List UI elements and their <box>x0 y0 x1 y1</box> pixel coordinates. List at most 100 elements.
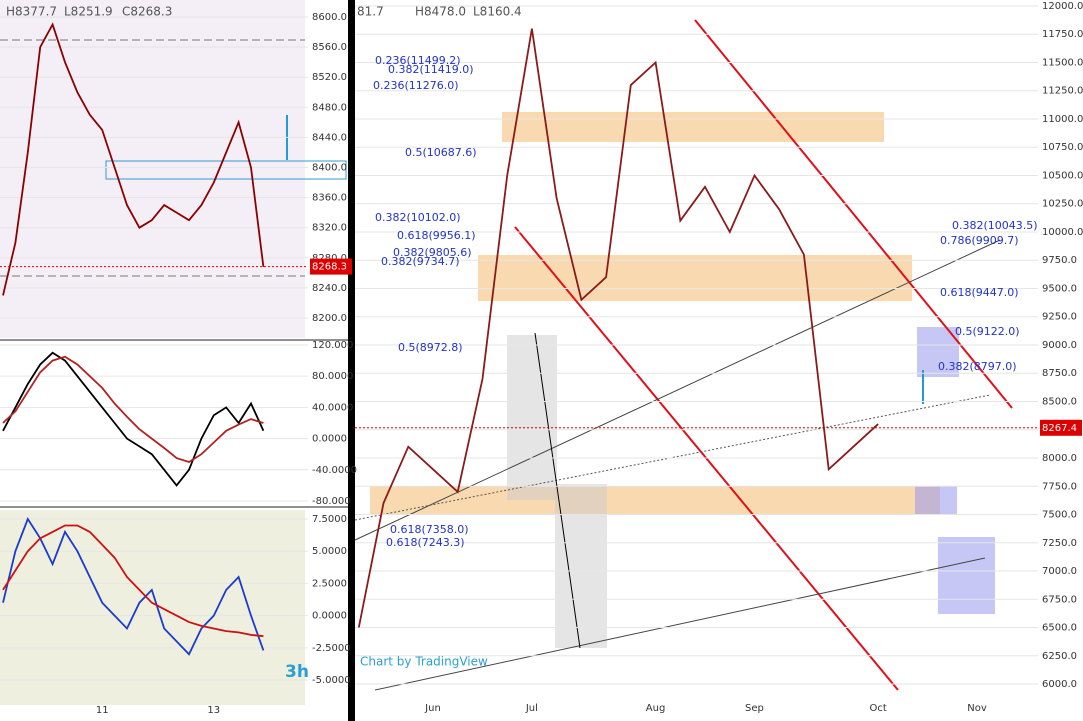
y-tick-label: 6000.0 <box>1042 679 1077 690</box>
price-tag <box>1040 419 1082 436</box>
y-tick-label: 10000.0 <box>1042 227 1083 238</box>
y-tick-label: 0.0000 <box>312 611 347 622</box>
y-tick-label: 10250.0 <box>1042 199 1083 210</box>
x-tick-label: 13 <box>207 705 220 716</box>
y-tick-label: 8750.0 <box>1042 368 1077 379</box>
fib-label: 0.236(11276.0) <box>373 79 459 92</box>
y-tick-label: 8360.0 <box>312 193 347 204</box>
y-tick-label: 7.5000 <box>312 514 347 525</box>
fib-label: 0.618(9956.1) <box>397 229 476 242</box>
fib-label: 0.382(8797.0) <box>938 360 1017 373</box>
y-tick-label: 6750.0 <box>1042 594 1077 605</box>
y-tick-label: -80.000 <box>312 496 351 507</box>
y-tick-label: 8320.0 <box>312 223 347 234</box>
y-tick-label: 8200.0 <box>312 313 347 324</box>
y-tick-label: 120.000 <box>312 340 353 351</box>
y-tick-label: 8400.0 <box>312 162 347 173</box>
y-tick-label: 8520.0 <box>312 72 347 83</box>
fib-label: 0.618(7243.3) <box>386 536 465 549</box>
series-line <box>2 524 264 638</box>
trend-line <box>354 239 1001 541</box>
y-tick-label: 8600.0 <box>312 12 347 23</box>
y-tick-label: 11500.0 <box>1042 57 1083 68</box>
y-tick-label: 11250.0 <box>1042 86 1083 97</box>
fib-label: 0.382(10043.5) <box>952 219 1038 232</box>
series-line <box>2 22 265 296</box>
y-tick-label: 7000.0 <box>1042 566 1077 577</box>
zone <box>478 255 912 301</box>
fib-label: 0.618(9447.0) <box>940 286 1019 299</box>
target-box <box>938 537 995 614</box>
y-tick-label: 5.0000 <box>312 546 347 557</box>
price-tag-label: 8267.4 <box>1042 423 1077 434</box>
fib-label: 0.5(9122.0) <box>955 325 1020 338</box>
fib-label: 0.382(9734.7) <box>381 255 460 268</box>
fib-label: 0.5(10687.6) <box>405 146 477 159</box>
y-tick-label: 6250.0 <box>1042 651 1077 662</box>
range-box <box>507 335 557 500</box>
x-tick-label: Aug <box>646 703 666 714</box>
zone <box>370 486 940 514</box>
zone <box>502 112 884 142</box>
x-tick-label: 11 <box>96 705 109 716</box>
header-value: L8251.9 <box>64 5 113 19</box>
y-tick-label: 9500.0 <box>1042 283 1077 294</box>
y-tick-label: 8000.0 <box>1042 453 1077 464</box>
range-box <box>555 484 607 648</box>
fib-label: 0.382(10102.0) <box>375 211 461 224</box>
zone-box <box>105 160 347 180</box>
series-line <box>357 28 879 628</box>
series-line <box>2 355 264 463</box>
y-tick-label: 11000.0 <box>1042 114 1083 125</box>
header-value: L8160.4 <box>473 5 522 19</box>
header-value: H8377.7 <box>6 5 57 19</box>
y-tick-label: 7250.0 <box>1042 538 1077 549</box>
trend-line <box>694 19 1013 409</box>
fib-label: 0.5(8972.8) <box>398 341 463 354</box>
x-tick-label: Jun <box>424 703 441 714</box>
y-tick-label: 12000.0 <box>1042 1 1083 12</box>
y-tick-label: 10750.0 <box>1042 142 1083 153</box>
y-tick-label: 40.0000 <box>312 402 353 413</box>
y-tick-label: 0.0000 <box>312 434 347 445</box>
y-tick-label: 6500.0 <box>1042 623 1077 634</box>
y-tick-label: 80.0000 <box>312 371 353 382</box>
y-tick-label: 10500.0 <box>1042 170 1083 181</box>
timeframe-label: 3h <box>285 662 309 682</box>
y-tick-label: 8440.0 <box>312 132 347 143</box>
fib-label: 0.618(7358.0) <box>390 523 469 536</box>
header-value: 81.7 <box>357 5 384 19</box>
header-value: C8268.3 <box>122 5 172 19</box>
fib-label: 0.236(11499.2) <box>375 54 461 67</box>
y-tick-label: 8560.0 <box>312 42 347 53</box>
y-tick-label: 2.5000 <box>312 578 347 589</box>
x-tick-label: Sep <box>745 703 764 714</box>
x-tick-label: Nov <box>967 703 987 714</box>
x-tick-label: Jul <box>525 703 538 714</box>
y-tick-label: -5.0000 <box>312 675 351 686</box>
fib-label: 0.786(9909.7) <box>940 234 1019 247</box>
pane-bg <box>0 0 305 338</box>
price-tag-label: 8268.3 <box>312 262 347 273</box>
y-tick-label: 7500.0 <box>1042 510 1077 521</box>
y-tick-label: 9250.0 <box>1042 312 1077 323</box>
measure-arrow <box>534 332 581 649</box>
y-tick-label: 9750.0 <box>1042 255 1077 266</box>
y-tick-label: -2.5000 <box>312 643 351 654</box>
y-tick-label: 9000.0 <box>1042 340 1077 351</box>
header-value: H8478.0 <box>415 5 466 19</box>
series-line <box>2 351 265 487</box>
separator <box>348 0 355 721</box>
y-tick-label: 8240.0 <box>312 283 347 294</box>
trend-line <box>514 226 899 691</box>
series-line <box>2 517 265 656</box>
y-tick-label: 8480.0 <box>312 102 347 113</box>
y-tick-label: 8500.0 <box>1042 396 1077 407</box>
target-box <box>915 486 957 515</box>
y-tick-label: 8280.0 <box>312 253 347 264</box>
price-tag <box>310 258 352 275</box>
fib-label: 0.382(11419.0) <box>388 63 474 76</box>
y-tick-label: -40.0000 <box>312 465 357 476</box>
